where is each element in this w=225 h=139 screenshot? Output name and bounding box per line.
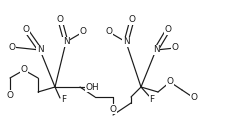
Text: O: O xyxy=(22,25,29,34)
Text: O: O xyxy=(171,44,178,53)
Text: O: O xyxy=(190,94,197,102)
Text: F: F xyxy=(61,95,66,105)
Text: O: O xyxy=(166,78,173,86)
Text: N: N xyxy=(62,38,69,47)
Text: O: O xyxy=(56,16,63,24)
Text: N: N xyxy=(152,45,159,54)
Text: O: O xyxy=(164,25,171,34)
Text: OH: OH xyxy=(85,83,98,91)
Text: O: O xyxy=(128,16,135,24)
Text: O: O xyxy=(9,43,16,52)
Text: O: O xyxy=(105,28,112,37)
Text: N: N xyxy=(122,38,129,47)
Text: N: N xyxy=(36,45,43,54)
Text: O: O xyxy=(109,105,116,114)
Text: O: O xyxy=(20,65,27,75)
Text: F: F xyxy=(149,95,154,104)
Text: O: O xyxy=(79,28,86,37)
Text: O: O xyxy=(7,90,14,100)
